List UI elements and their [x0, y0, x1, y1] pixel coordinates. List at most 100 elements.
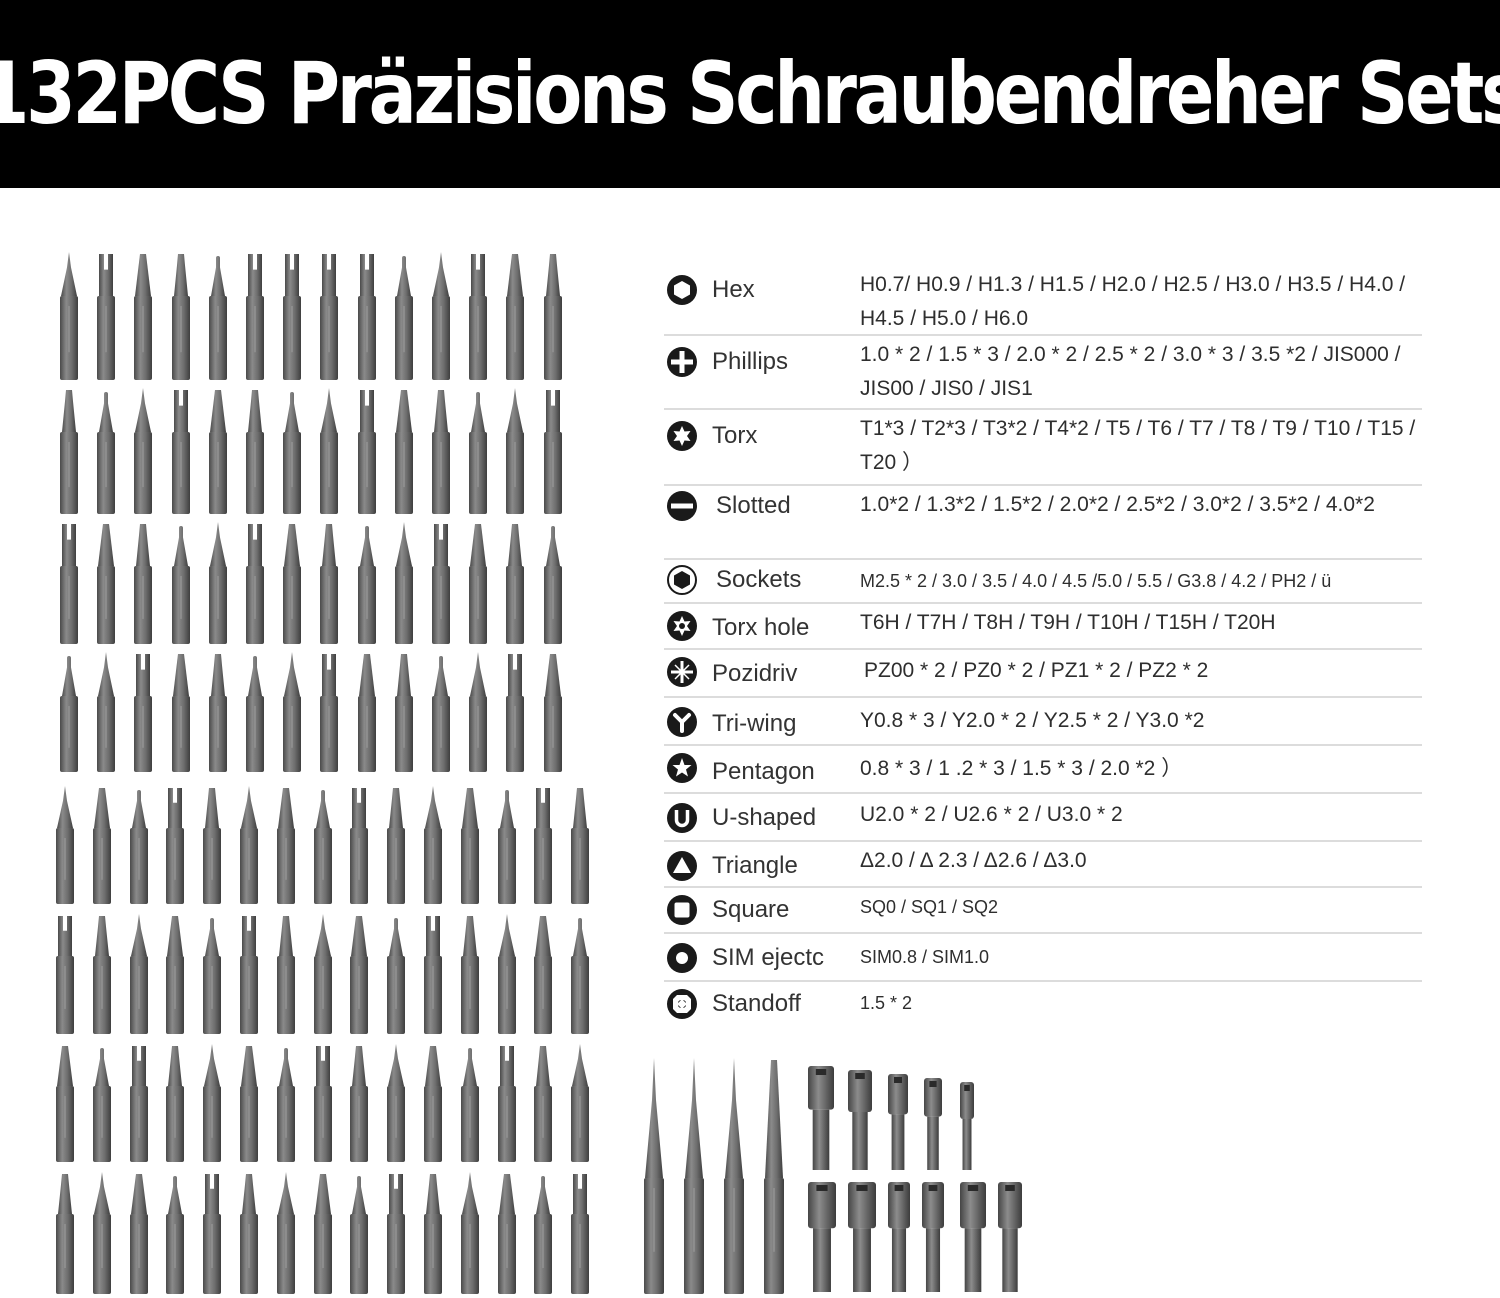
screwdriver-bit: [460, 1048, 479, 1162]
screwdriver-bit: [460, 1172, 479, 1294]
screwdriver-bit: [506, 524, 525, 644]
screwdriver-bit: [171, 254, 190, 380]
socket-bit: [848, 1182, 876, 1292]
screwdriver-bit: [357, 390, 376, 514]
hex-icon: [667, 275, 697, 305]
screwdriver-bit: [208, 654, 227, 772]
spec-values: 1.0*2 / 1.3*2 / 1.5*2 / 2.0*2 / 2.5*2 / …: [860, 493, 1375, 516]
screwdriver-bit: [313, 790, 332, 904]
screwdriver-bit: [60, 656, 78, 772]
spec-row-triangle: Triangle Δ2.0 / Δ 2.3 / Δ2.6 / Δ3.0: [664, 842, 1422, 888]
spec-row-torx: Torx T1*3 / T2*3 / T3*2 / T4*2 / T5 / T6…: [664, 410, 1422, 486]
spec-row-phillips: Phillips 1.0 * 2 / 1.5 * 3 / 2.0 * 2 / 2…: [664, 336, 1422, 410]
screwdriver-bit: [394, 390, 413, 514]
screwdriver-bit: [469, 392, 488, 514]
screwdriver-bit: [497, 790, 516, 904]
screwdriver-bit: [497, 914, 516, 1034]
screwdriver-bit: [497, 1046, 516, 1162]
screwdriver-bit: [129, 790, 148, 904]
title-banner: 132PCS Präzisions Schraubendreher Sets: [0, 0, 1500, 188]
screwdriver-bit: [394, 654, 413, 772]
screwdriver-bit: [432, 524, 450, 644]
spec-name: Sockets: [716, 566, 802, 593]
spec-name: Tri-wing: [712, 710, 797, 737]
screwdriver-bit: [543, 654, 562, 772]
screwdriver-bit: [350, 1176, 369, 1294]
screwdriver-bit: [394, 256, 413, 380]
screwdriver-bit: [283, 652, 302, 772]
screwdriver-bit: [313, 1174, 332, 1294]
screwdriver-bit: [534, 916, 553, 1034]
screwdriver-bit: [313, 1046, 332, 1162]
spec-name: Slotted: [716, 492, 791, 519]
screwdriver-bit: [129, 1046, 148, 1162]
socket-bit: [888, 1182, 910, 1292]
screwdriver-bit: [283, 524, 302, 644]
square-icon: [667, 895, 697, 925]
screwdriver-bit: [320, 654, 339, 772]
screwdriver-bit: [506, 388, 525, 514]
screwdriver-bit: [56, 916, 74, 1034]
screwdriver-bit: [534, 1176, 553, 1294]
socket-bit: [808, 1066, 834, 1170]
screwdriver-bit: [571, 1174, 590, 1294]
screwdriver-bit: [543, 526, 562, 644]
socket-bit: [960, 1182, 986, 1292]
screwdriver-bit: [166, 1176, 185, 1294]
spec-values: T6H / T7H / T8H / T9H / T10H / T15H / T2…: [860, 611, 1276, 634]
sim-eject-icon: [667, 943, 697, 973]
screwdriver-bit: [469, 254, 488, 380]
spec-row-tri-wing: Tri-wing Y0.8 * 3 / Y2.0 * 2 / Y2.5 * 2 …: [664, 698, 1422, 746]
spec-name: Pentagon: [712, 758, 815, 785]
screwdriver-bit: [469, 524, 488, 644]
screwdriver-bit: [497, 1174, 516, 1294]
screwdriver-bit: [276, 916, 295, 1034]
screwdriver-bit: [534, 788, 553, 904]
screwdriver-bit: [432, 390, 450, 514]
screwdriver-bit: [97, 652, 116, 772]
screwdriver-bit: [506, 254, 525, 380]
standoff-icon: [667, 989, 697, 1019]
screwdriver-bit: [171, 526, 190, 644]
screwdriver-bit: [764, 1060, 784, 1294]
screwdriver-bit: [283, 392, 302, 514]
spec-values: M2.5 * 2 / 3.0 / 3.5 / 4.0 / 4.5 /5.0 / …: [860, 571, 1332, 591]
screwdriver-bit: [171, 390, 190, 514]
spec-row-pentagon: Pentagon 0.8 * 3 / 1 .2 * 3 / 1.5 * 3 / …: [664, 746, 1422, 794]
screwdriver-bit: [208, 256, 227, 380]
spec-values: PZ00 * 2 / PZ0 * 2 / PZ1 * 2 / PZ2 * 2: [864, 659, 1209, 682]
spec-values: SQ0 / SQ1 / SQ2: [860, 897, 999, 917]
screwdriver-bit: [571, 788, 590, 904]
spec-values: 1.5 * 2: [860, 993, 913, 1013]
screwdriver-bit: [684, 1058, 704, 1294]
screwdriver-bit: [387, 1044, 406, 1162]
screwdriver-bit: [134, 254, 153, 380]
screwdriver-bit: [543, 390, 562, 514]
screwdriver-bit: [60, 252, 78, 380]
torx-icon: [667, 421, 697, 451]
screwdriver-bit: [424, 1174, 442, 1294]
screwdriver-bit: [724, 1058, 744, 1294]
screwdriver-bit: [469, 652, 488, 772]
screwdriver-bit: [387, 788, 406, 904]
screwdriver-bit: [134, 654, 153, 772]
screwdriver-bit: [56, 786, 74, 904]
screwdriver-bit: [134, 388, 153, 514]
spec-values: Y0.8 * 3 / Y2.0 * 2 / Y2.5 * 2 / Y3.0 *2: [860, 709, 1205, 732]
screwdriver-bit: [246, 390, 264, 514]
screwdriver-bit: [357, 654, 376, 772]
u-shaped-icon: [667, 803, 697, 833]
screwdriver-bit: [320, 524, 339, 644]
spec-values: U2.0 * 2 / U2.6 * 2 / U3.0 * 2: [860, 803, 1123, 826]
screwdriver-bit: [506, 654, 525, 772]
spec-name: SIM ejectc: [712, 944, 825, 971]
triangle-icon: [667, 851, 697, 881]
socket-bit: [998, 1182, 1022, 1292]
screwdriver-bit: [56, 1174, 74, 1294]
page-title: 132PCS Präzisions Schraubendreher Sets: [0, 44, 1500, 144]
screwdriver-bit: [350, 1046, 369, 1162]
screwdriver-bit: [460, 788, 479, 904]
screwdriver-bit: [460, 916, 479, 1034]
screwdriver-bit: [60, 524, 78, 644]
screwdriver-bit: [320, 388, 339, 514]
